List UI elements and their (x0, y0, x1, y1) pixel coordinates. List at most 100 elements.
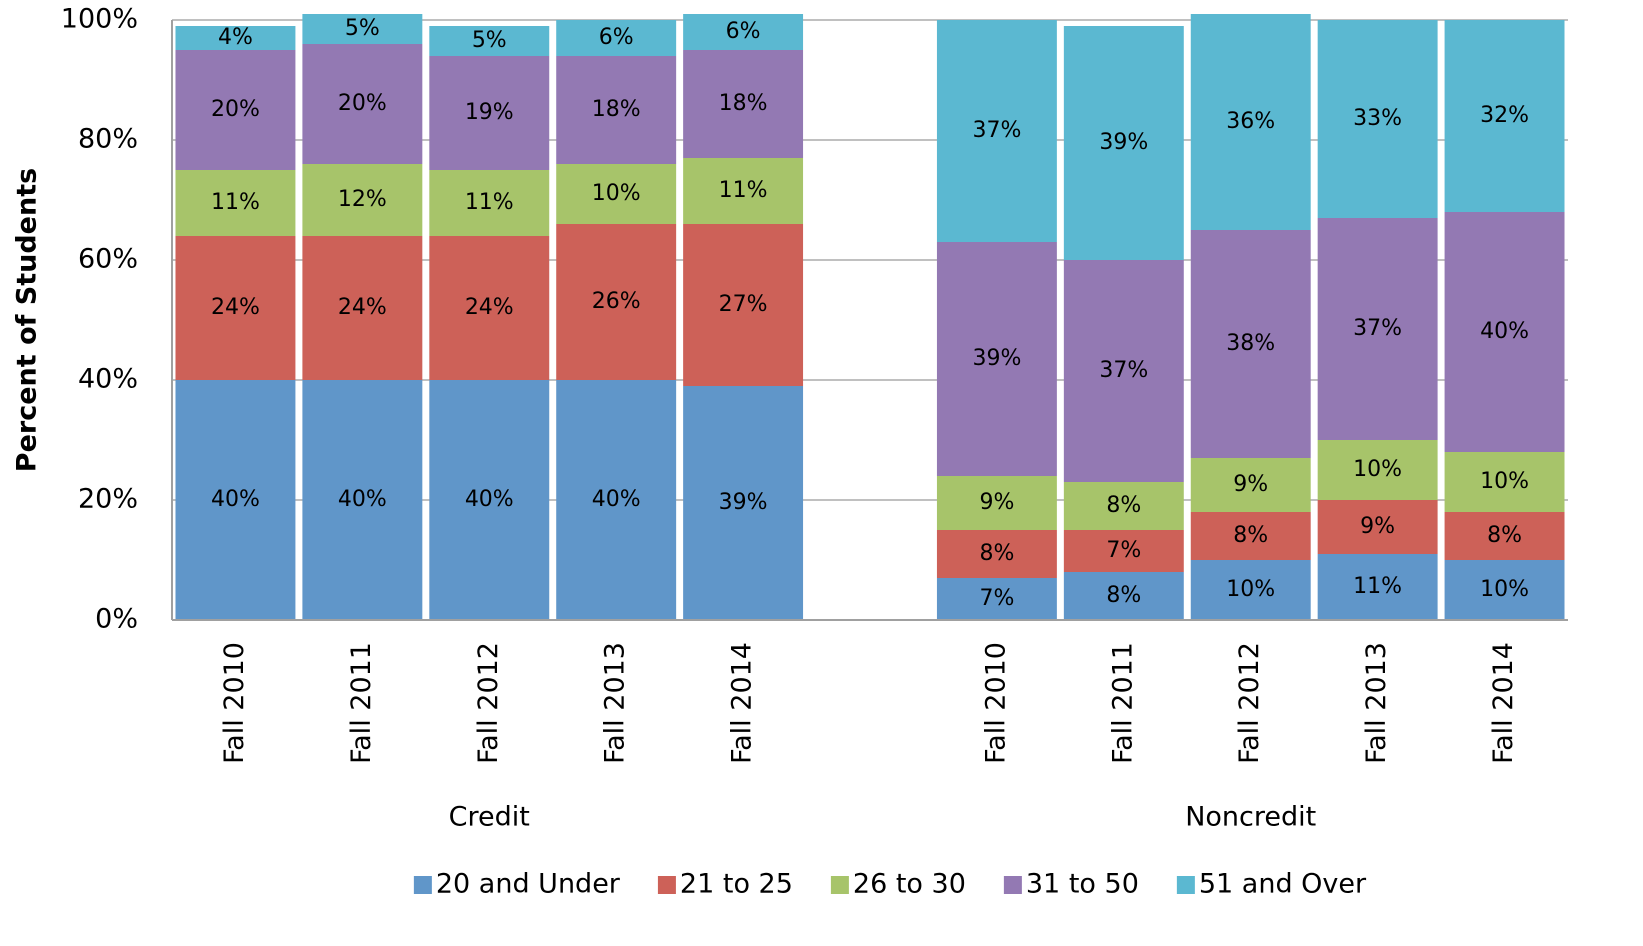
legend: 20 and Under 21 to 25 26 to 30 31 to 50 51 a… (413, 869, 1367, 900)
bar-segment (429, 56, 550, 170)
y-axis-title: Percent of Students (12, 168, 43, 472)
data-label: 4% (218, 25, 253, 50)
bar-segment (302, 236, 423, 380)
bar-segment (175, 236, 296, 380)
data-label: 18% (719, 91, 768, 116)
y-tick-label: 100% (61, 4, 138, 35)
bar-segment (302, 44, 423, 164)
legend-label: 51 and Over (1199, 869, 1367, 900)
x-tick-label: Fall 2012 (1234, 642, 1265, 764)
bar-segment (936, 578, 1057, 620)
data-label: 10% (1226, 577, 1275, 602)
bar-segment (683, 14, 804, 50)
data-label: 33% (1353, 106, 1402, 131)
bar-segment (1444, 512, 1565, 560)
data-label: 32% (1480, 103, 1529, 128)
data-label: 40% (1480, 319, 1529, 344)
data-label: 11% (211, 190, 260, 215)
y-tick-label: 80% (78, 124, 138, 155)
bar-segment (1317, 20, 1438, 218)
bar-segment (175, 170, 296, 236)
data-label: 9% (1360, 514, 1395, 539)
bar-segment (556, 380, 677, 620)
y-tick-label: 40% (78, 364, 138, 395)
data-label: 8% (979, 541, 1014, 566)
x-tick-label: Fall 2013 (1361, 642, 1392, 764)
legend-swatch (830, 876, 849, 894)
data-label: 24% (338, 295, 387, 320)
bar-segment (1063, 482, 1184, 530)
bar-segment (1190, 458, 1311, 512)
data-label: 38% (1226, 331, 1275, 356)
data-label: 5% (345, 16, 380, 41)
legend-swatch (1003, 876, 1022, 894)
bar-segment (936, 20, 1057, 242)
data-label: 10% (1480, 577, 1529, 602)
data-label: 37% (972, 118, 1021, 143)
data-label: 24% (211, 295, 260, 320)
data-label: 6% (599, 25, 634, 50)
data-label: 27% (719, 292, 768, 317)
bar-segment (936, 476, 1057, 530)
data-label: 19% (465, 100, 514, 125)
data-label: 39% (1099, 130, 1148, 155)
data-label: 40% (211, 487, 260, 512)
y-tick-label: 20% (78, 484, 138, 515)
legend-label: 21 to 25 (680, 869, 793, 900)
data-label: 8% (1106, 493, 1141, 518)
data-label: 20% (338, 91, 387, 116)
data-label: 37% (1099, 358, 1148, 383)
bar-segment (175, 50, 296, 170)
bar-segment (936, 530, 1057, 578)
x-tick-label: Fall 2010 (980, 642, 1011, 764)
bar-segment (429, 26, 550, 56)
bar-segment (1444, 20, 1565, 212)
y-tick-label: 60% (78, 244, 138, 275)
data-label: 10% (592, 181, 641, 206)
bar-segment (1063, 530, 1184, 572)
x-tick-label: Fall 2014 (1488, 642, 1519, 764)
data-label: 20% (211, 97, 260, 122)
x-tick-label: Fall 2013 (600, 642, 631, 764)
data-label: 36% (1226, 109, 1275, 134)
bar-segment (683, 50, 804, 158)
data-label: 24% (465, 295, 514, 320)
y-tick-label: 0% (95, 604, 138, 635)
bar-segment (1317, 500, 1438, 554)
x-tick-label: Fall 2012 (473, 642, 504, 764)
data-label: 39% (719, 490, 768, 515)
bar-segment (1190, 230, 1311, 458)
bar-segment (1063, 26, 1184, 260)
data-label: 7% (1106, 538, 1141, 563)
bar-segment (175, 380, 296, 620)
bar-segment (683, 158, 804, 224)
bar-segment (1444, 560, 1565, 620)
legend-swatch (1176, 876, 1195, 894)
bar-segment (556, 56, 677, 164)
legend-swatch (657, 876, 676, 894)
bar-segment (1317, 440, 1438, 500)
data-label: 37% (1353, 316, 1402, 341)
bar-segment (936, 242, 1057, 476)
data-label: 26% (592, 289, 641, 314)
bar-segment (1190, 512, 1311, 560)
bar-segment (556, 20, 677, 56)
data-label: 5% (472, 28, 507, 53)
x-tick-label: Fall 2014 (727, 642, 758, 764)
bar-segment (1444, 212, 1565, 452)
bar-segment (302, 14, 423, 44)
bar-segment (1317, 554, 1438, 620)
bar-segment (1317, 218, 1438, 440)
legend-swatch (413, 876, 432, 894)
data-label: 40% (592, 487, 641, 512)
legend-label: 20 and Under (436, 869, 621, 900)
bar-segment (1063, 260, 1184, 482)
data-label: 11% (1353, 574, 1402, 599)
data-label: 11% (719, 178, 768, 203)
bar-segment (1444, 452, 1565, 512)
data-label: 8% (1106, 583, 1141, 608)
bar-segment (683, 386, 804, 620)
data-label: 18% (592, 97, 641, 122)
group-label: Noncredit (1185, 802, 1316, 833)
